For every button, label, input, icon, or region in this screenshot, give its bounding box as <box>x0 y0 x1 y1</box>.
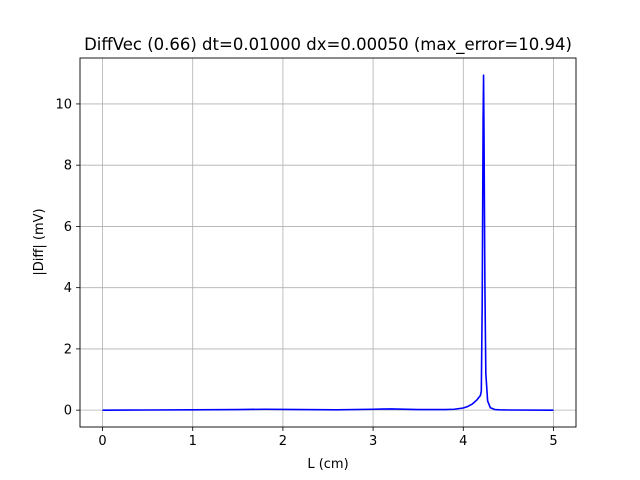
y-tick-label: 2 <box>64 342 72 357</box>
y-tick-label: 0 <box>64 404 72 419</box>
tick-layer: 0 1 2 3 4 5 0 2 4 6 8 10 <box>55 97 557 449</box>
chart-title: DiffVec (0.66) dt=0.01000 dx=0.00050 (ma… <box>84 35 572 55</box>
series-layer <box>102 74 554 411</box>
series-line <box>102 74 554 411</box>
y-tick-label: 10 <box>55 97 72 112</box>
plot-frame <box>79 57 577 428</box>
x-tick-label: 5 <box>549 434 557 449</box>
x-tick-label: 3 <box>369 434 377 449</box>
y-axis-label: |Diff| (mV) <box>32 208 47 275</box>
y-tick-label: 8 <box>64 159 72 174</box>
x-tick-label: 4 <box>459 434 467 449</box>
x-axis-label: L (cm) <box>307 457 348 472</box>
x-tick-label: 2 <box>279 434 287 449</box>
x-tick-label: 0 <box>98 434 106 449</box>
y-tick-label: 6 <box>64 220 72 235</box>
x-tick-label: 1 <box>189 434 197 449</box>
y-tick-label: 4 <box>64 281 72 296</box>
